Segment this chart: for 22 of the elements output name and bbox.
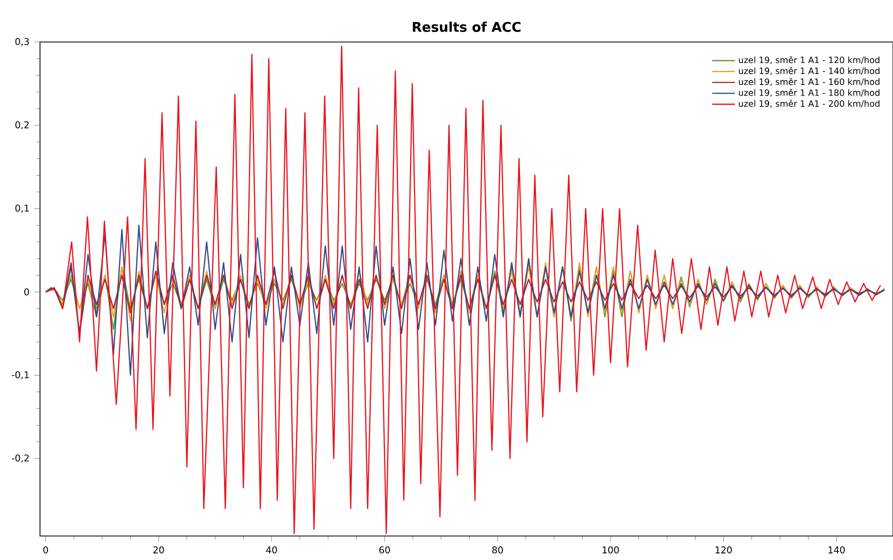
- y-tick-label: 0,1: [15, 204, 29, 213]
- x-tick-label: 0: [43, 546, 48, 554]
- y-tick-label: 0: [24, 288, 29, 296]
- y-tick-label: -0,1: [12, 371, 29, 380]
- x-tick-label: 120: [716, 546, 732, 554]
- x-tick-label: 80: [492, 546, 503, 554]
- x-tick-label: 60: [379, 546, 390, 554]
- line-series: [45, 224, 886, 376]
- y-tick-label: 0,3: [15, 38, 29, 46]
- chart-title: Results of ACC: [412, 22, 521, 32]
- x-tick-label: 20: [153, 546, 164, 554]
- y-tick-label: 0,2: [15, 121, 29, 130]
- x-tick-label: 40: [266, 546, 277, 554]
- x-tick-label: 100: [602, 546, 619, 554]
- x-tick-label: 140: [828, 546, 845, 554]
- legend-label: uzel 19, směr 1 A1 - 120 km/hod: [738, 56, 880, 64]
- legend-label: uzel 19, směr 1 A1 - 180 km/hod: [738, 88, 880, 97]
- y-tick-label: -0,2: [12, 454, 29, 463]
- legend-label: uzel 19, směr 1 A1 - 200 km/hod: [738, 100, 880, 108]
- legend-label: uzel 19, směr 1 A1 - 140 km/hod: [738, 67, 880, 75]
- line-series: [45, 46, 882, 534]
- legend-label: uzel 19, směr 1 A1 - 160 km/hod: [738, 78, 880, 86]
